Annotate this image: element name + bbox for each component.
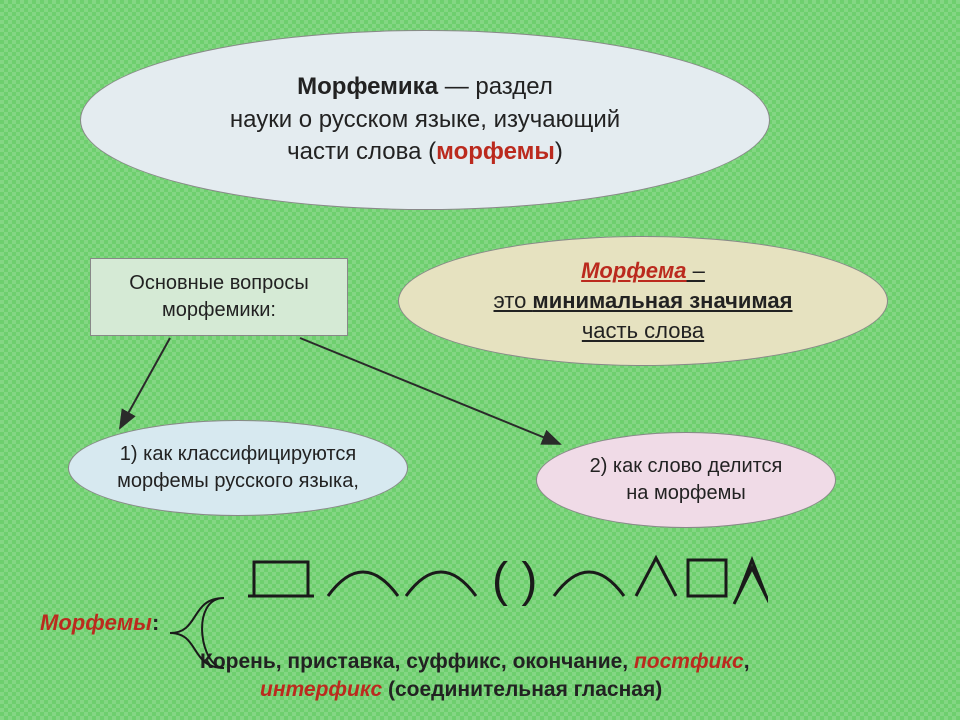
definition-ellipse-morfemika: Морфемика — раздел науки о русском языке… xyxy=(80,30,770,210)
arrow-to-q1 xyxy=(120,338,170,428)
def-text-line3b: ) xyxy=(555,138,563,165)
questions-line2: морфемики: xyxy=(129,297,308,324)
def-text-line2: науки о русском языке, изучающий xyxy=(230,104,620,136)
diagram-canvas: Морфемика — раздел науки о русском языке… xyxy=(0,0,960,720)
morphemes-label-colon: : xyxy=(152,610,159,635)
list-part-a: Корень, приставка, суффикс, окончание, xyxy=(200,650,634,673)
question-2-ellipse: 2) как слово делится на морфемы xyxy=(536,432,836,528)
morpheme-symbols-row: ( ) xyxy=(248,546,768,616)
term-morphema-red: Морфема xyxy=(581,258,686,283)
root-symbol-icon-2 xyxy=(406,572,476,596)
prefix-symbol-icon xyxy=(254,562,308,596)
term-morfemika: Морфемика xyxy=(297,73,438,100)
list-interfix-red: интерфикс xyxy=(260,678,382,701)
def-text-line3a: части слова ( xyxy=(287,138,436,165)
root-symbol-icon-1 xyxy=(328,572,398,596)
suffix-symbol-icon xyxy=(636,558,676,596)
q1-line2: морфемы русского языка, xyxy=(117,468,359,495)
definition-ellipse-morphema: Морфема – это минимальная значимая часть… xyxy=(398,236,888,366)
root-symbol-icon-3 xyxy=(554,572,624,596)
q2-line2: на морфемы xyxy=(590,480,783,507)
q1-line1: 1) как классифицируются xyxy=(117,441,359,468)
questions-line1: Основные вопросы xyxy=(129,270,308,297)
list-part-b: , xyxy=(744,650,750,673)
question-1-ellipse: 1) как классифицируются морфемы русского… xyxy=(68,420,408,516)
q2-line1: 2) как слово делится xyxy=(590,453,783,480)
list-line2-rest: (соединительная гласная) xyxy=(382,678,662,701)
morphemes-label-text: Морфемы xyxy=(40,610,152,635)
def2-line2a: это xyxy=(494,288,533,313)
def2-line2-bold: минимальная значимая xyxy=(532,288,792,313)
morphemes-label: Морфемы: xyxy=(40,610,159,636)
morpheme-list-line1: Корень, приставка, суффикс, окончание, п… xyxy=(200,650,750,674)
list-postfix-red: постфикс xyxy=(634,650,744,673)
ending-symbol-icon xyxy=(688,560,726,596)
term-morphemes-red: морфемы xyxy=(436,138,555,165)
questions-box: Основные вопросы морфемики: xyxy=(90,258,348,336)
def-text: — раздел xyxy=(438,73,553,100)
dash: – xyxy=(687,258,705,283)
def2-line3: часть слова xyxy=(494,316,793,346)
morpheme-list-line2: интерфикс (соединительная гласная) xyxy=(260,678,662,702)
interfix-symbol-icon: ( ) xyxy=(492,554,537,607)
